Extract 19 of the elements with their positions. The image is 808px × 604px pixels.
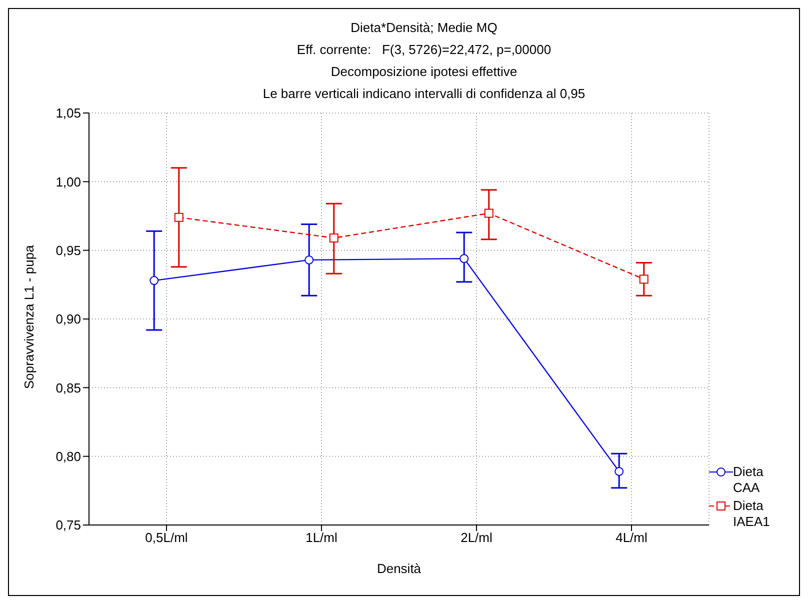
legend-label: Dieta IAEA1	[733, 498, 771, 530]
x-axis-title: Densità	[376, 561, 422, 576]
y-tick-label: 1,05	[56, 106, 81, 121]
x-tick-label: 2L/ml	[460, 530, 492, 546]
x-tick-label: 4L/ml	[616, 530, 648, 546]
x-tick-label: 0,5L/ml	[145, 530, 188, 546]
y-tick-label: 1,00	[56, 174, 81, 190]
y-tick-label: 0,80	[56, 448, 81, 464]
y-tick-label: 0,90	[56, 312, 81, 327]
y-axis-title: Sopravvivenza L1 - pupa	[22, 244, 37, 389]
text: Decomposizione ipotesi effettive	[330, 63, 518, 81]
chart-subtitle: Eff. corrente: F(3, 5726)=22,472, p=,00000	[296, 41, 552, 59]
x-tick-label: 1L/ml	[306, 530, 338, 546]
y-tick-label: 0,85	[56, 380, 81, 396]
y-tick-label: 0,75	[56, 518, 81, 533]
legend-label: Dieta CAA	[733, 464, 764, 496]
chart-title: Dieta*Densità; Medie MQ	[350, 19, 498, 37]
text: Le barre verticali indicano intervalli di confidenza al 0,95	[262, 85, 586, 103]
y-tick-label: 0,95	[56, 242, 81, 258]
